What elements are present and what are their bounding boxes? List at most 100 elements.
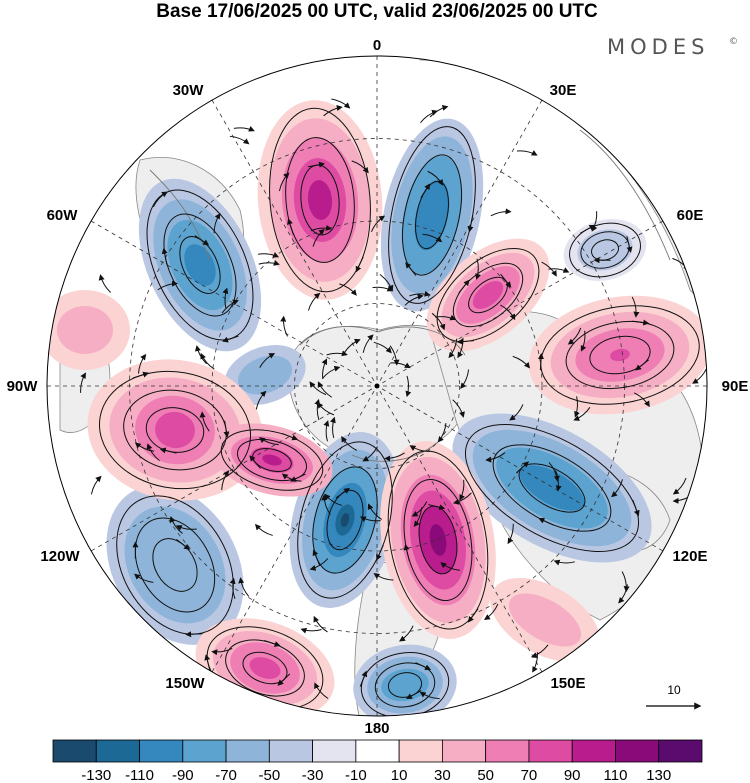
streamline-loop [464,424,640,552]
flow-arrow [310,224,332,232]
streamline-loop [452,262,524,328]
colorbar-swatch [312,739,357,763]
flow-arrow [440,562,460,571]
flow-arrow [330,416,336,439]
flow-arrow [567,327,582,345]
streamline-loop [179,236,221,294]
flow-arrow [692,368,707,384]
streamline-arrow [287,218,294,235]
flow-arrow [321,494,331,515]
flow-arrow [672,477,687,495]
flow-arrow [371,215,386,232]
colorbar-swatch [139,739,184,763]
flow-arrow [317,381,333,398]
flow-arrow [452,399,465,418]
pole-marker [374,383,380,389]
flow-arrow [258,252,280,258]
streamline-arrow [132,371,150,379]
flow-arrow [512,355,531,369]
colorbar-swatch [355,739,400,763]
colorbar-tick-label: -130 [81,767,111,783]
flow-arrow [254,523,273,536]
flow-arrow [404,293,424,306]
flow-arrow [317,402,335,416]
flow-arrow [548,267,570,273]
streamline-arrow [194,235,210,246]
negative-feature-northeast [563,219,647,281]
flow-arrow [199,411,210,432]
streamline-arrow [467,608,479,623]
streamline-arrow [632,500,640,517]
flow-arrow [373,341,392,354]
flow-arrow [530,644,549,658]
streamline-loop [242,651,288,685]
streamline-loop [374,662,436,708]
flow-arrow [258,260,280,266]
colorbar-swatch [95,739,140,763]
negative-feature-west [224,345,306,405]
streamline-loop [285,137,355,263]
flow-arrow [405,375,412,398]
brand-logo: MODES © [607,35,738,59]
streamline-arrow [515,461,530,474]
flow-arrow [134,573,154,583]
flow-arrow [229,577,236,600]
flow-arrow [507,523,514,545]
flow-arrow [500,304,516,321]
flow-arrow [541,261,557,277]
streamline-arrow [538,517,555,526]
flow-arrow [343,338,361,353]
flow-arrow [238,577,250,597]
streamline-arrow [538,352,544,371]
flow-arrow [314,682,329,699]
lon-label-30w: 30W [173,82,205,99]
colorbar-swatch [52,739,97,763]
colorbar-tick-label: -110 [125,767,154,783]
flow-arrow [372,285,394,292]
flow-arrow [457,337,464,359]
streamline-loop [152,538,198,592]
flow-arrow [258,437,279,446]
colorbar-swatch [182,739,227,763]
positive-feature-northeast [426,238,550,352]
streamline-arrow [626,236,633,253]
flow-arrow [516,150,538,156]
positive-feature-far-west [47,290,130,370]
flow-arrow [90,475,102,495]
flow-arrow [221,470,230,491]
colorbar-tick-label: 50 [477,767,494,783]
flow-arrow [323,105,343,117]
flow-arrow [591,211,598,232]
flow-arrow [459,479,465,501]
flow-arrow [157,280,179,291]
flow-arrow [509,404,524,421]
streamline-arrow [632,319,650,326]
streamline-arrow [467,215,474,233]
positive-feature-south-east [490,577,600,663]
streamline-loop [418,505,458,575]
flow-arrow [621,571,630,593]
colorbar-swatch [528,739,573,763]
flow-arrow [169,516,183,534]
flow-arrow [309,558,329,571]
streamline-arrow [264,640,281,647]
flow-arrow [362,334,374,353]
colorbar-swatch [658,739,703,763]
brand-name: MODES [607,35,709,59]
lon-label-120e: 120E [672,548,707,565]
streamline-arrow [277,673,291,686]
flow-arrow [359,516,381,522]
colorbar-tick-label: 30 [434,767,451,783]
flow-arrow [460,369,470,389]
longitude-labels: 0 30E 60E 90E 120E 150E 180 150W 120W 90… [7,37,749,737]
lon-label-60e: 60E [677,207,704,224]
streamline-arrow [132,541,139,559]
colorbar-boxes [52,739,703,763]
map-disc [47,56,707,716]
streamline-arrow [281,432,299,441]
streamline-arrow [428,504,446,511]
streamline-arrow [185,631,203,638]
streamline-arrow [176,538,191,550]
colorbar-tick-label: 70 [521,767,538,783]
